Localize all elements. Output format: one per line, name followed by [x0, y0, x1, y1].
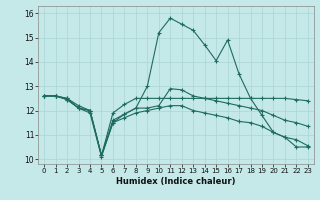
X-axis label: Humidex (Indice chaleur): Humidex (Indice chaleur) [116, 177, 236, 186]
